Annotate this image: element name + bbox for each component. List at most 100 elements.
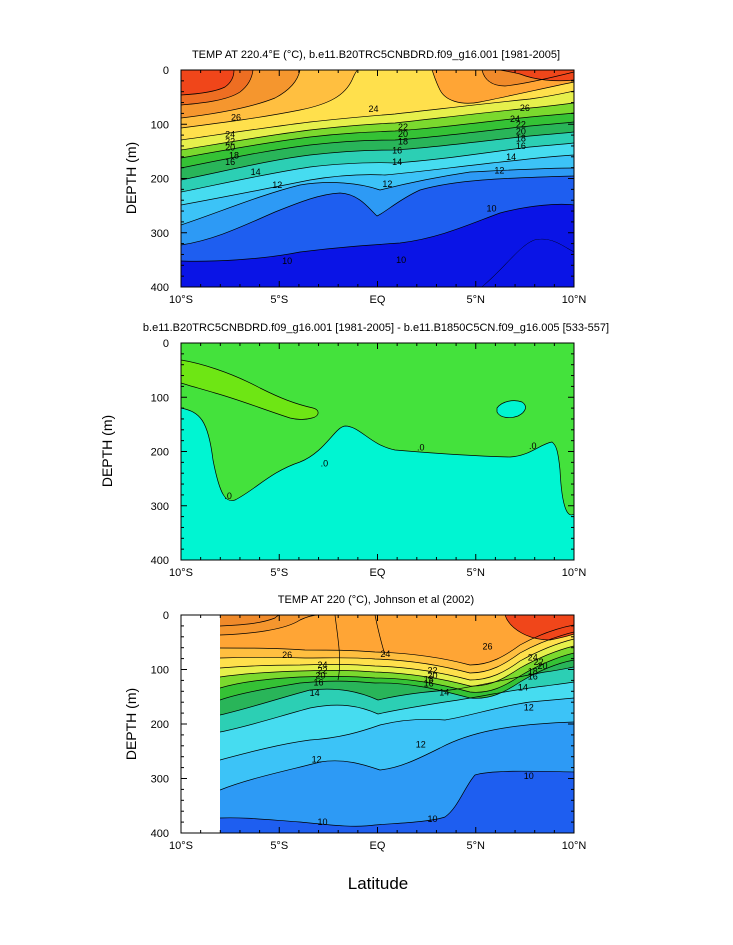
contour-label: 16 xyxy=(528,672,538,682)
contour-label: 12 xyxy=(382,179,392,189)
x-tick-label: 10°S xyxy=(169,840,193,852)
x-tick-label: 10°S xyxy=(169,567,193,579)
y-tick-label: 0 xyxy=(163,338,169,350)
y-tick-label: 200 xyxy=(151,447,169,459)
contour-label: .0 xyxy=(224,491,232,501)
panel-2-ylabel: DEPTH (m) xyxy=(99,415,115,487)
x-tick-label: 5°S xyxy=(270,840,288,852)
y-tick-label: 400 xyxy=(151,828,169,840)
contour-label: 20 xyxy=(225,143,235,153)
panel-3-title: TEMP AT 220 (°C), Johnson et al (2002) xyxy=(278,594,474,606)
contour-label: 10 xyxy=(524,771,534,781)
panel-2-contour-labels: .0 .0 .0 .0 xyxy=(224,441,536,501)
contour-label: 14 xyxy=(251,167,261,177)
contour-label: 18 xyxy=(229,151,239,161)
panel-2-title: b.e11.B20TRC5CNBDRD.f09_g16.001 [1981-20… xyxy=(143,322,609,334)
x-tick-label: 10°N xyxy=(562,567,587,579)
x-tick-label: EQ xyxy=(370,840,386,852)
y-tick-label: 300 xyxy=(151,228,169,240)
contour-label: 10 xyxy=(282,256,292,266)
contour-label: 26 xyxy=(520,103,530,113)
x-tick-label: 5°S xyxy=(270,567,288,579)
contour-label: .0 xyxy=(529,441,537,451)
contour-label: 12 xyxy=(524,703,534,713)
panel-3-contour-fills xyxy=(220,615,574,833)
panel-1-contour-labels: 2624222018161412102422201816141210262422… xyxy=(225,103,530,266)
contour-label: 14 xyxy=(392,157,402,167)
y-tick-label: 0 xyxy=(163,65,169,77)
panel-2-contour-fills xyxy=(181,343,574,560)
panel-3-contour-labels: 2624222016141210242220181614121026242220… xyxy=(282,642,547,827)
y-tick-label: 100 xyxy=(151,665,169,677)
panel-2: .0 .0 .0 .0 10°S 5°S EQ 5°N 10°N 0 100 200 300 400 b… xyxy=(99,322,609,579)
panel-1-contour-lines xyxy=(181,70,574,287)
x-tick-label: 5°N xyxy=(467,567,486,579)
fill-level-28b xyxy=(500,70,574,81)
x-tick-label: 10°N xyxy=(562,840,587,852)
x-tick-label: 10°N xyxy=(562,294,587,306)
contour-label: 10 xyxy=(428,814,438,824)
contour-label: .0 xyxy=(321,458,329,468)
contour-label: 18 xyxy=(516,133,526,143)
contour-label: 24 xyxy=(317,660,327,670)
contour-label: 16 xyxy=(516,141,526,151)
y-tick-label: 300 xyxy=(151,774,169,786)
y-tick-label: 100 xyxy=(151,392,169,404)
contour-label: 20 xyxy=(316,670,326,680)
contour-label: 12 xyxy=(312,754,322,764)
contour-label: 16 xyxy=(314,678,324,688)
contour-label: 22 xyxy=(516,119,526,129)
contour-label: 16 xyxy=(392,145,402,155)
panel-3-axes: 10°S 5°S EQ 5°N 10°N 0 100 200 300 400 xyxy=(151,610,587,852)
contour-label: 18 xyxy=(424,674,434,684)
y-tick-label: 200 xyxy=(151,719,169,731)
contour-label: 20 xyxy=(516,126,526,136)
panel-1-axes: 10°S 5°S EQ 5°N 10°N 0 100 200 300 400 xyxy=(151,65,587,306)
y-tick-label: 200 xyxy=(151,174,169,186)
x-tick-label: 5°N xyxy=(467,840,486,852)
fill-obs-28 xyxy=(505,615,574,640)
contour-label: 14 xyxy=(506,152,516,162)
contour-label: 10 xyxy=(317,817,327,827)
contour-label: 24 xyxy=(380,649,390,659)
panel-3: 2624222016141210242220181614121026242220… xyxy=(123,594,586,893)
contour-label: 12 xyxy=(272,180,282,190)
contour-label: 20 xyxy=(428,670,438,680)
contour-label: 26 xyxy=(231,113,241,123)
contour-label: 14 xyxy=(310,688,320,698)
x-tick-label: EQ xyxy=(370,567,386,579)
panel-3-ylabel: DEPTH (m) xyxy=(123,688,139,760)
panel-1-ylabel: DEPTH (m) xyxy=(123,142,139,214)
panel-2-contour-lines xyxy=(181,359,574,516)
contour-label: 22 xyxy=(317,666,327,676)
fill-obs-25 xyxy=(220,615,574,665)
x-tick-label: 5°S xyxy=(270,294,288,306)
contour-label: 22 xyxy=(428,666,438,676)
y-tick-label: 0 xyxy=(163,610,169,622)
contour-label: 10 xyxy=(486,203,496,213)
contour-label: 16 xyxy=(424,679,434,689)
fill-diff-island xyxy=(497,400,526,418)
contour-label: 14 xyxy=(518,682,528,692)
x-tick-label: EQ xyxy=(370,294,386,306)
fill-diff-positive xyxy=(181,343,574,515)
contour-label: 22 xyxy=(398,122,408,132)
y-tick-label: 400 xyxy=(151,555,169,567)
contour-label: .0 xyxy=(417,443,425,453)
y-tick-label: 400 xyxy=(151,282,169,294)
contour-label: 24 xyxy=(510,114,520,124)
contour-label: 18 xyxy=(528,667,538,677)
contour-label: 20 xyxy=(398,129,408,139)
panel-2-axes: 10°S 5°S EQ 5°N 10°N 0 100 200 300 400 xyxy=(151,338,587,579)
contour-label: 22 xyxy=(225,137,235,147)
x-axis-label: Latitude xyxy=(348,874,409,893)
fill-level-deep xyxy=(482,239,574,287)
fill-diff-high xyxy=(181,360,319,420)
contour-label: 24 xyxy=(225,130,235,140)
x-tick-label: 10°S xyxy=(169,294,193,306)
panel-1: 2624222018161412102422201816141210262422… xyxy=(123,49,586,306)
panel-1-title: TEMP AT 220.4°E (°C), b.e11.B20TRC5CNBDR… xyxy=(192,49,560,61)
fill-obs-27 xyxy=(220,615,280,626)
contour-label: 18 xyxy=(398,137,408,147)
contour-label: 24 xyxy=(528,653,538,663)
